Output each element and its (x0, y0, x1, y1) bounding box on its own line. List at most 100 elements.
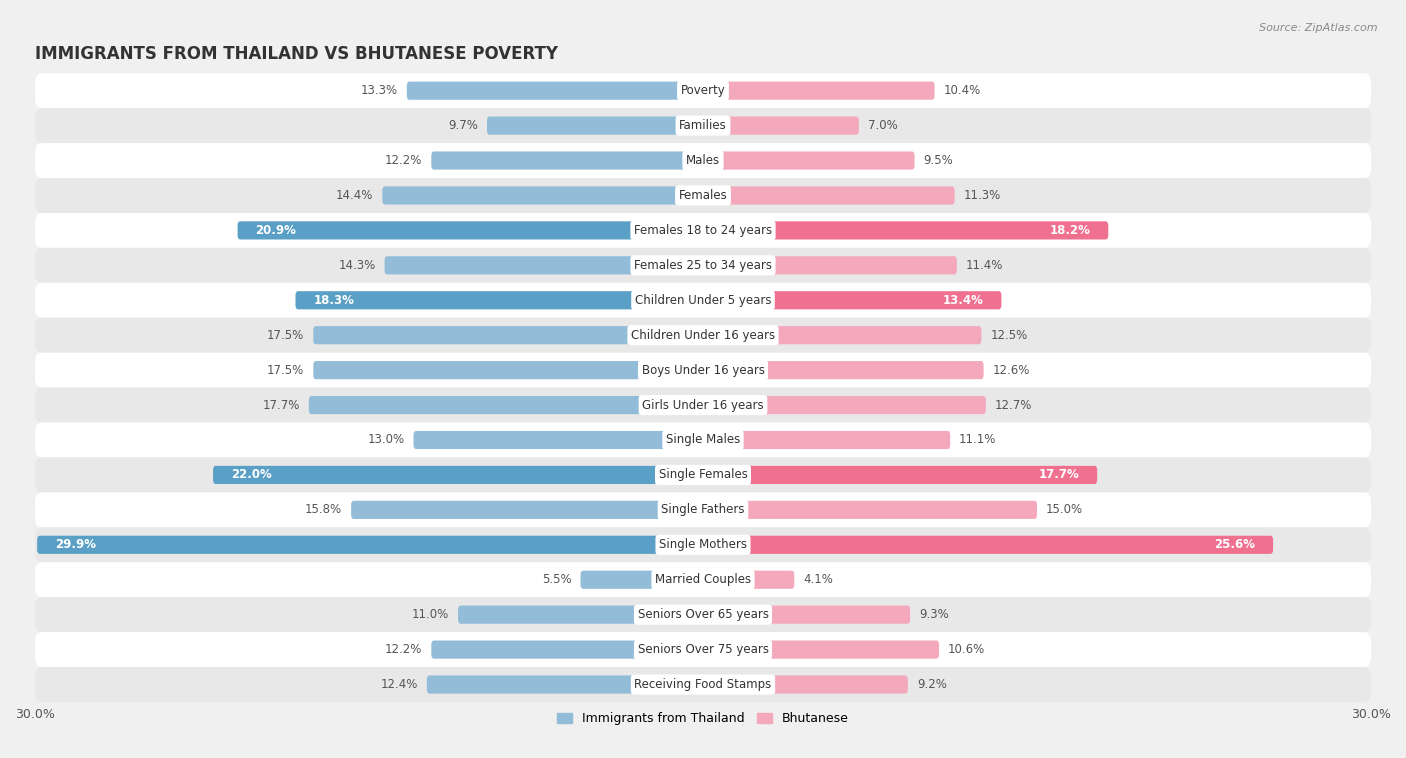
FancyBboxPatch shape (703, 675, 908, 694)
Text: 22.0%: 22.0% (231, 468, 271, 481)
FancyBboxPatch shape (432, 641, 703, 659)
Text: Single Males: Single Males (666, 434, 740, 446)
FancyBboxPatch shape (35, 597, 1371, 632)
Text: 12.2%: 12.2% (385, 154, 422, 167)
FancyBboxPatch shape (35, 74, 1371, 108)
FancyBboxPatch shape (35, 352, 1371, 387)
Text: Seniors Over 75 years: Seniors Over 75 years (637, 643, 769, 656)
FancyBboxPatch shape (703, 641, 939, 659)
Text: Females: Females (679, 189, 727, 202)
FancyBboxPatch shape (703, 501, 1038, 519)
Text: 7.0%: 7.0% (868, 119, 897, 132)
FancyBboxPatch shape (427, 675, 703, 694)
FancyBboxPatch shape (486, 117, 703, 135)
FancyBboxPatch shape (238, 221, 703, 240)
FancyBboxPatch shape (703, 326, 981, 344)
Text: 18.2%: 18.2% (1050, 224, 1091, 237)
FancyBboxPatch shape (385, 256, 703, 274)
FancyBboxPatch shape (35, 213, 1371, 248)
FancyBboxPatch shape (314, 326, 703, 344)
Text: 15.8%: 15.8% (305, 503, 342, 516)
FancyBboxPatch shape (35, 667, 1371, 702)
FancyBboxPatch shape (406, 82, 703, 100)
Text: 12.4%: 12.4% (381, 678, 418, 691)
Text: Single Mothers: Single Mothers (659, 538, 747, 551)
Text: 9.2%: 9.2% (917, 678, 946, 691)
FancyBboxPatch shape (35, 493, 1371, 528)
Text: Seniors Over 65 years: Seniors Over 65 years (637, 608, 769, 621)
Text: 14.4%: 14.4% (336, 189, 374, 202)
FancyBboxPatch shape (35, 318, 1371, 352)
Text: 5.5%: 5.5% (541, 573, 572, 586)
Text: 13.3%: 13.3% (361, 84, 398, 97)
Text: 17.7%: 17.7% (1039, 468, 1080, 481)
Text: 18.3%: 18.3% (314, 294, 354, 307)
Text: Poverty: Poverty (681, 84, 725, 97)
Text: 17.5%: 17.5% (267, 364, 304, 377)
FancyBboxPatch shape (35, 143, 1371, 178)
Text: 17.7%: 17.7% (263, 399, 299, 412)
FancyBboxPatch shape (35, 108, 1371, 143)
FancyBboxPatch shape (703, 571, 794, 589)
Text: 10.4%: 10.4% (943, 84, 981, 97)
FancyBboxPatch shape (458, 606, 703, 624)
FancyBboxPatch shape (703, 82, 935, 100)
Text: 15.0%: 15.0% (1046, 503, 1083, 516)
Text: 9.7%: 9.7% (449, 119, 478, 132)
Text: Males: Males (686, 154, 720, 167)
FancyBboxPatch shape (703, 396, 986, 414)
FancyBboxPatch shape (35, 528, 1371, 562)
FancyBboxPatch shape (35, 458, 1371, 493)
FancyBboxPatch shape (309, 396, 703, 414)
Text: Females 25 to 34 years: Females 25 to 34 years (634, 258, 772, 272)
FancyBboxPatch shape (432, 152, 703, 170)
FancyBboxPatch shape (703, 152, 914, 170)
FancyBboxPatch shape (413, 431, 703, 449)
FancyBboxPatch shape (35, 178, 1371, 213)
Text: 13.4%: 13.4% (942, 294, 984, 307)
FancyBboxPatch shape (703, 536, 1272, 554)
FancyBboxPatch shape (295, 291, 703, 309)
FancyBboxPatch shape (314, 361, 703, 379)
Text: Source: ZipAtlas.com: Source: ZipAtlas.com (1260, 23, 1378, 33)
FancyBboxPatch shape (703, 466, 1097, 484)
Text: Girls Under 16 years: Girls Under 16 years (643, 399, 763, 412)
Text: 10.6%: 10.6% (948, 643, 986, 656)
FancyBboxPatch shape (703, 186, 955, 205)
FancyBboxPatch shape (703, 117, 859, 135)
FancyBboxPatch shape (581, 571, 703, 589)
Text: 12.2%: 12.2% (385, 643, 422, 656)
Text: 11.0%: 11.0% (412, 608, 449, 621)
Text: 17.5%: 17.5% (267, 329, 304, 342)
Text: 11.1%: 11.1% (959, 434, 997, 446)
Text: 11.4%: 11.4% (966, 258, 1002, 272)
Text: 9.5%: 9.5% (924, 154, 953, 167)
Legend: Immigrants from Thailand, Bhutanese: Immigrants from Thailand, Bhutanese (553, 707, 853, 730)
Text: IMMIGRANTS FROM THAILAND VS BHUTANESE POVERTY: IMMIGRANTS FROM THAILAND VS BHUTANESE PO… (35, 45, 558, 64)
FancyBboxPatch shape (35, 422, 1371, 458)
FancyBboxPatch shape (703, 221, 1108, 240)
Text: 14.3%: 14.3% (339, 258, 375, 272)
Text: Families: Families (679, 119, 727, 132)
Text: 20.9%: 20.9% (256, 224, 297, 237)
Text: Receiving Food Stamps: Receiving Food Stamps (634, 678, 772, 691)
FancyBboxPatch shape (35, 562, 1371, 597)
Text: 29.9%: 29.9% (55, 538, 96, 551)
FancyBboxPatch shape (35, 248, 1371, 283)
Text: 12.7%: 12.7% (994, 399, 1032, 412)
Text: 12.6%: 12.6% (993, 364, 1029, 377)
FancyBboxPatch shape (703, 361, 984, 379)
Text: Boys Under 16 years: Boys Under 16 years (641, 364, 765, 377)
FancyBboxPatch shape (35, 632, 1371, 667)
FancyBboxPatch shape (352, 501, 703, 519)
Text: 13.0%: 13.0% (367, 434, 405, 446)
Text: 9.3%: 9.3% (920, 608, 949, 621)
Text: Married Couples: Married Couples (655, 573, 751, 586)
FancyBboxPatch shape (703, 291, 1001, 309)
Text: Single Fathers: Single Fathers (661, 503, 745, 516)
Text: 11.3%: 11.3% (963, 189, 1001, 202)
FancyBboxPatch shape (35, 283, 1371, 318)
FancyBboxPatch shape (35, 387, 1371, 422)
FancyBboxPatch shape (703, 256, 957, 274)
Text: Children Under 5 years: Children Under 5 years (634, 294, 772, 307)
